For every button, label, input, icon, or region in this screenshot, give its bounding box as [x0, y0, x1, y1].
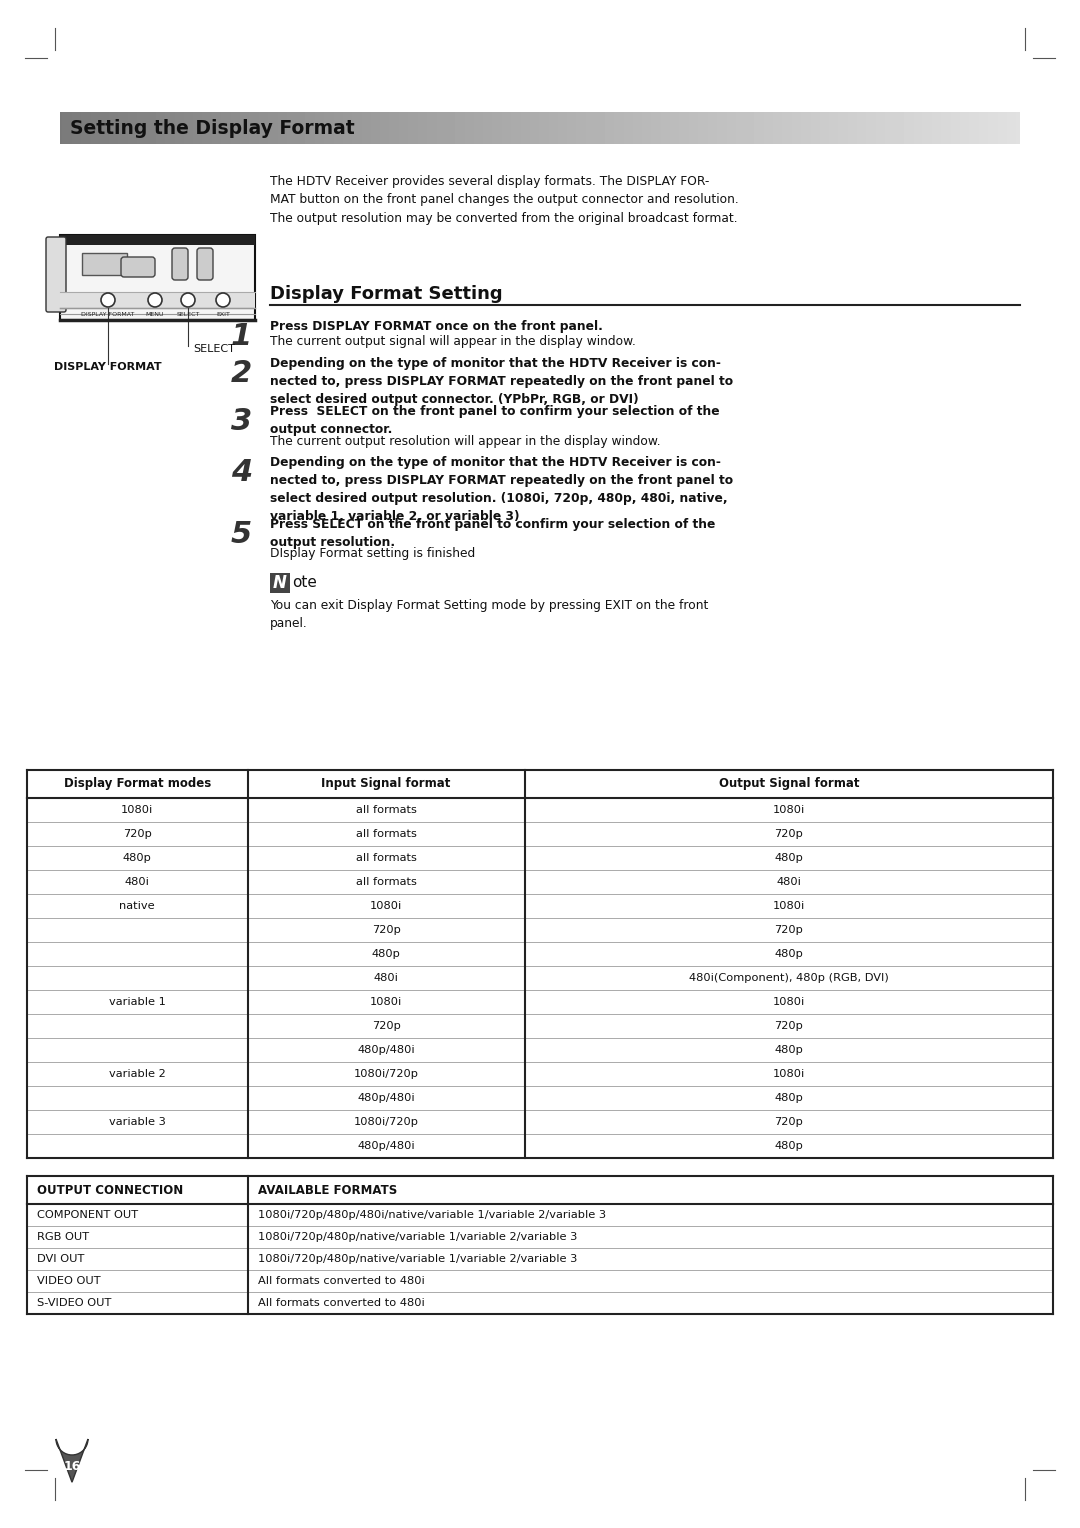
Text: Input Signal format: Input Signal format	[322, 778, 450, 790]
Text: 720p: 720p	[774, 1021, 804, 1031]
Bar	[60, 292, 255, 309]
FancyBboxPatch shape	[172, 248, 188, 280]
Bar	[82, 254, 127, 275]
Text: all formats: all formats	[355, 877, 417, 886]
Text: COMPONENT OUT: COMPONENT OUT	[37, 1210, 138, 1219]
Text: 3: 3	[231, 408, 252, 437]
Text: 1080i/720p: 1080i/720p	[353, 1070, 419, 1079]
Text: AVAILABLE FORMATS: AVAILABLE FORMATS	[258, 1184, 396, 1196]
Text: DIsplay Format setting is finished: DIsplay Format setting is finished	[270, 547, 475, 559]
Text: 720p: 720p	[774, 830, 804, 839]
Text: 480i(Component), 480p (RGB, DVI): 480i(Component), 480p (RGB, DVI)	[689, 973, 889, 983]
Text: 480p/480i: 480p/480i	[357, 1141, 415, 1151]
FancyBboxPatch shape	[197, 248, 213, 280]
Text: Depending on the type of monitor that the HDTV Receiver is con-
nected to, press: Depending on the type of monitor that th…	[270, 358, 733, 406]
Text: 1080i: 1080i	[772, 996, 805, 1007]
Text: 480i: 480i	[374, 973, 399, 983]
Text: 720p: 720p	[372, 924, 401, 935]
Text: 480p: 480p	[372, 949, 401, 960]
Text: SELECT: SELECT	[193, 344, 234, 354]
Text: Press  SELECT on the front panel to confirm your selection of the
output connect: Press SELECT on the front panel to confi…	[270, 405, 719, 437]
Text: S-VIDEO OUT: S-VIDEO OUT	[37, 1297, 111, 1308]
Text: 720p: 720p	[372, 1021, 401, 1031]
Bar	[60, 235, 255, 319]
Text: You can exit Display Format Setting mode by pressing EXIT on the front
panel.: You can exit Display Format Setting mode…	[270, 599, 708, 630]
Text: all formats: all formats	[355, 853, 417, 863]
Text: MENU: MENU	[146, 312, 164, 316]
Text: all formats: all formats	[355, 830, 417, 839]
Text: N: N	[273, 573, 287, 591]
Text: 480p: 480p	[774, 1141, 804, 1151]
Text: ote: ote	[292, 575, 316, 590]
Text: RGB OUT: RGB OUT	[37, 1232, 90, 1242]
Circle shape	[181, 293, 195, 307]
Text: 16: 16	[64, 1459, 81, 1473]
Text: 1: 1	[231, 322, 252, 351]
Text: 4: 4	[231, 458, 252, 487]
Text: DVI OUT: DVI OUT	[37, 1254, 84, 1264]
Text: Output Signal format: Output Signal format	[718, 778, 859, 790]
Text: 1080i/720p/480p/native/variable 1/variable 2/variable 3: 1080i/720p/480p/native/variable 1/variab…	[258, 1232, 577, 1242]
Text: DISPLAY FORMAT: DISPLAY FORMAT	[54, 362, 162, 371]
FancyBboxPatch shape	[121, 257, 156, 277]
Text: All formats converted to 480i: All formats converted to 480i	[258, 1297, 424, 1308]
Text: 1080i/720p/480p/native/variable 1/variable 2/variable 3: 1080i/720p/480p/native/variable 1/variab…	[258, 1254, 577, 1264]
Text: variable 1: variable 1	[109, 996, 165, 1007]
Text: 720p: 720p	[123, 830, 151, 839]
Text: 720p: 720p	[774, 1117, 804, 1128]
Text: 1080i: 1080i	[772, 902, 805, 911]
Text: The HDTV Receiver provides several display formats. The DISPLAY FOR-
MAT button : The HDTV Receiver provides several displ…	[270, 176, 739, 225]
Text: 480i: 480i	[777, 877, 801, 886]
Text: Press DISPLAY FORMAT once on the front panel.: Press DISPLAY FORMAT once on the front p…	[270, 319, 603, 333]
Text: 480p/480i: 480p/480i	[357, 1093, 415, 1103]
Text: 1080i/720p: 1080i/720p	[353, 1117, 419, 1128]
Text: 1080i: 1080i	[772, 1070, 805, 1079]
Text: 480p: 480p	[774, 949, 804, 960]
Text: 1080i/720p/480p/480i/native/variable 1/variable 2/variable 3: 1080i/720p/480p/480i/native/variable 1/v…	[258, 1210, 606, 1219]
Text: 480p: 480p	[774, 853, 804, 863]
Text: 480p: 480p	[123, 853, 151, 863]
Text: 1080i: 1080i	[370, 996, 402, 1007]
Text: variable 2: variable 2	[109, 1070, 165, 1079]
Text: Setting the Display Format: Setting the Display Format	[70, 119, 354, 138]
Text: 480p: 480p	[774, 1045, 804, 1054]
Circle shape	[102, 293, 114, 307]
Text: all formats: all formats	[355, 805, 417, 814]
Bar	[60, 235, 255, 244]
Circle shape	[216, 293, 230, 307]
Text: OUTPUT CONNECTION: OUTPUT CONNECTION	[37, 1184, 184, 1196]
Text: 5: 5	[231, 520, 252, 549]
Text: Display Format modes: Display Format modes	[64, 778, 211, 790]
Polygon shape	[56, 1439, 87, 1482]
Text: Depending on the type of monitor that the HDTV Receiver is con-
nected to, press: Depending on the type of monitor that th…	[270, 455, 733, 523]
Text: EXIT: EXIT	[216, 312, 230, 316]
Text: 480i: 480i	[125, 877, 150, 886]
Text: The current output resolution will appear in the display window.: The current output resolution will appea…	[270, 434, 661, 448]
Text: 480p: 480p	[774, 1093, 804, 1103]
Text: variable 3: variable 3	[109, 1117, 165, 1128]
Text: 720p: 720p	[774, 924, 804, 935]
Text: The current output signal will appear in the display window.: The current output signal will appear in…	[270, 336, 636, 348]
Bar	[270, 573, 291, 593]
Text: native: native	[120, 902, 156, 911]
Text: SELECT: SELECT	[176, 312, 200, 316]
Text: 480p/480i: 480p/480i	[357, 1045, 415, 1054]
Text: Press SELECT on the front panel to confirm your selection of the
output resoluti: Press SELECT on the front panel to confi…	[270, 518, 715, 549]
Text: 1080i: 1080i	[370, 902, 402, 911]
Text: 1080i: 1080i	[121, 805, 153, 814]
Circle shape	[148, 293, 162, 307]
FancyBboxPatch shape	[46, 237, 66, 312]
Text: All formats converted to 480i: All formats converted to 480i	[258, 1276, 424, 1287]
Bar	[27, 770, 1053, 798]
Text: 2: 2	[231, 359, 252, 388]
Text: Display Format Setting: Display Format Setting	[270, 286, 502, 303]
Text: VIDEO OUT: VIDEO OUT	[37, 1276, 100, 1287]
Text: 1080i: 1080i	[772, 805, 805, 814]
Text: DISPLAY FORMAT: DISPLAY FORMAT	[81, 312, 135, 316]
